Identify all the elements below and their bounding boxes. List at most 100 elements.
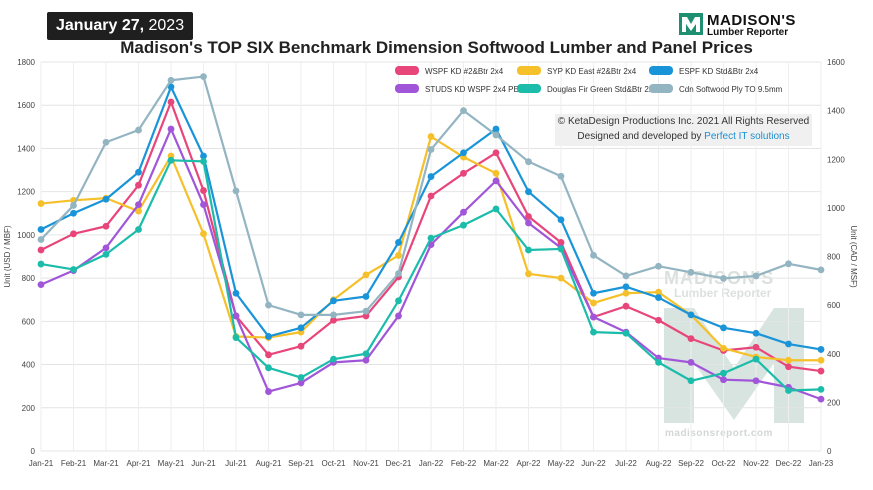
data-point <box>720 369 727 377</box>
data-point <box>330 316 337 324</box>
data-point <box>37 260 45 268</box>
data-point <box>655 288 662 296</box>
data-point <box>37 226 45 233</box>
x-tick-label: Jun-21 <box>191 459 216 468</box>
y-left-axis-title: Unit (USD / MBF) <box>3 225 12 288</box>
data-point <box>817 395 825 403</box>
data-point <box>395 239 402 246</box>
data-point <box>557 216 565 224</box>
date-bold: January 27, <box>56 17 145 34</box>
legend-label: Cdn Softwood Ply TO 9.5mm <box>679 85 783 94</box>
data-point <box>785 356 792 364</box>
y-right-tick-label: 400 <box>827 350 841 359</box>
y-right-tick-label: 800 <box>827 253 841 262</box>
credits-line: Designed and developed by Perfect IT sol… <box>555 129 812 144</box>
x-tick-label: Mar-21 <box>93 459 119 468</box>
data-point <box>460 107 467 115</box>
legend-label: SYP KD East #2&Btr 2x4 <box>547 67 637 76</box>
y-right-axis-title: Unit (CAD / MSF) <box>849 225 858 288</box>
data-point <box>362 312 370 320</box>
x-tick-label: Oct-22 <box>711 459 736 468</box>
y-left-tick-label: 1800 <box>17 58 35 67</box>
data-point <box>525 270 532 278</box>
y-right-tick-label: 1600 <box>827 58 845 67</box>
data-point <box>297 379 305 387</box>
data-point <box>687 311 695 319</box>
data-point <box>622 289 630 297</box>
data-point <box>200 201 207 209</box>
credits-prefix: Designed and developed by <box>577 131 705 142</box>
developer-link[interactable]: Perfect IT solutions <box>704 131 790 142</box>
data-point <box>37 236 45 243</box>
y-left-tick-label: 0 <box>31 447 36 456</box>
data-point <box>167 76 175 84</box>
data-point <box>817 356 825 364</box>
data-point <box>492 205 500 213</box>
data-point <box>427 234 435 242</box>
data-point <box>70 266 77 273</box>
data-point <box>720 344 727 352</box>
watermark-subtitle: Lumber Reporter <box>674 286 772 300</box>
x-tick-label: Jul-21 <box>225 459 247 468</box>
data-point <box>102 222 110 230</box>
data-point <box>655 358 662 366</box>
data-point <box>785 260 792 268</box>
data-point <box>70 230 77 238</box>
data-point <box>265 301 272 309</box>
data-point <box>687 358 695 366</box>
data-point <box>752 343 760 351</box>
x-tick-label: Apr-21 <box>126 459 151 468</box>
data-point <box>395 270 402 277</box>
data-point <box>427 146 435 153</box>
x-tick-label: Oct-21 <box>321 459 346 468</box>
y-left-tick-label: 1400 <box>17 144 35 153</box>
data-point <box>687 268 695 276</box>
x-tick-label: Jan-22 <box>419 459 444 468</box>
x-tick-label: Aug-21 <box>256 459 282 468</box>
data-point <box>297 342 305 350</box>
data-point <box>687 335 695 343</box>
y-left-tick-label: 600 <box>22 317 36 326</box>
data-point <box>200 73 207 80</box>
x-tick-label: Feb-22 <box>451 459 477 468</box>
x-tick-label: Mar-22 <box>483 459 509 468</box>
data-point <box>427 173 435 180</box>
data-point <box>135 207 142 215</box>
data-point <box>817 367 825 375</box>
x-tick-label: Jan-21 <box>29 459 54 468</box>
data-point <box>655 316 662 324</box>
legend-swatch <box>649 84 673 93</box>
data-point <box>590 328 597 336</box>
data-point <box>135 226 142 233</box>
data-point <box>232 334 240 341</box>
data-point <box>265 351 272 359</box>
data-point <box>232 312 240 320</box>
data-point <box>557 274 565 282</box>
data-point <box>200 152 207 160</box>
legend-label: WSPF KD #2&Btr 2x4 <box>425 67 504 76</box>
data-point <box>622 283 630 291</box>
date-badge: January 27, 2023 <box>47 12 194 40</box>
data-point <box>720 274 727 282</box>
x-tick-label: Dec-21 <box>386 459 412 468</box>
data-point <box>817 346 825 353</box>
x-tick-label: Jan-23 <box>809 459 834 468</box>
data-point <box>167 83 175 91</box>
madisons-logo: MADISON'S Lumber Reporter <box>679 13 819 39</box>
data-point <box>557 245 565 253</box>
x-tick-label: Feb-21 <box>61 459 87 468</box>
data-point <box>297 311 305 319</box>
x-tick-label: Nov-22 <box>743 459 769 468</box>
logo-wordmark: MADISON'S <box>707 12 796 29</box>
legend-label: ESPF KD Std&Btr 2x4 <box>679 67 759 76</box>
data-point <box>785 363 792 371</box>
data-point <box>362 307 370 315</box>
data-point <box>232 187 240 195</box>
data-point <box>135 168 142 176</box>
x-tick-label: Dec-22 <box>776 459 802 468</box>
data-point <box>232 289 240 297</box>
data-point <box>687 377 695 385</box>
data-point <box>330 311 337 319</box>
data-point <box>37 246 45 254</box>
